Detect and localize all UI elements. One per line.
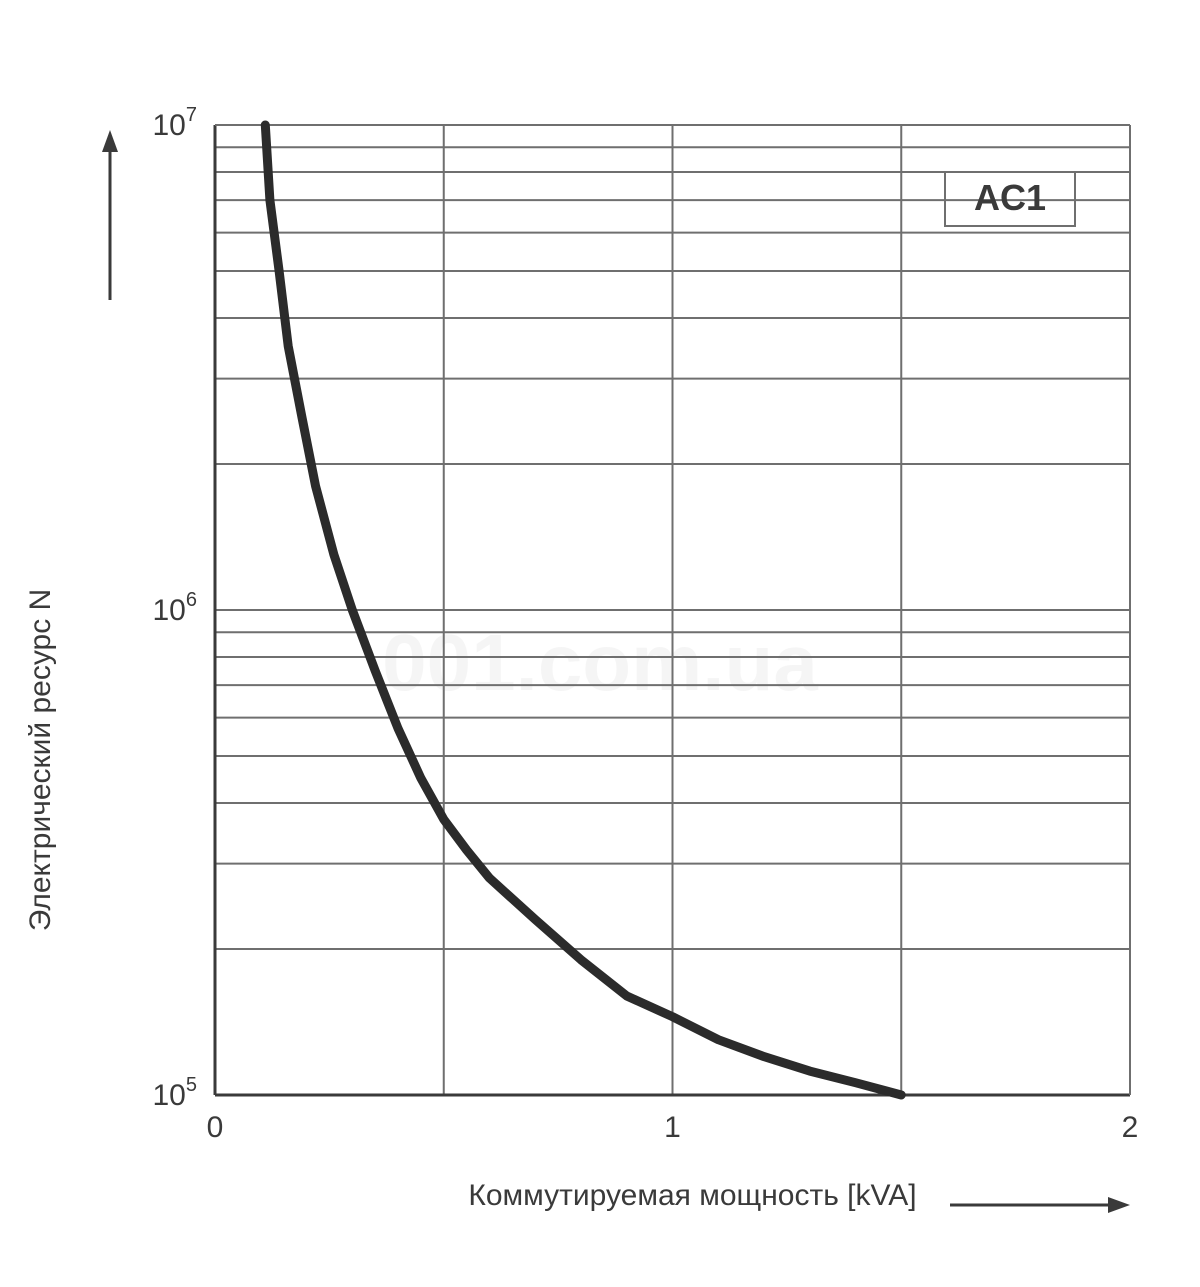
y-axis-label: Электрический ресурс N <box>24 589 57 931</box>
x-tick-label: 0 <box>207 1111 224 1144</box>
annotation-label: AC1 <box>974 177 1046 218</box>
durability-chart: 001.com.ua105106107012AC1Электрический р… <box>0 0 1200 1287</box>
x-tick-label: 1 <box>664 1111 681 1144</box>
x-axis-label: Коммутируемая мощность [kVA] <box>468 1179 916 1212</box>
chart-container: 001.com.ua105106107012AC1Электрический р… <box>0 0 1200 1287</box>
x-tick-label: 2 <box>1122 1111 1139 1144</box>
